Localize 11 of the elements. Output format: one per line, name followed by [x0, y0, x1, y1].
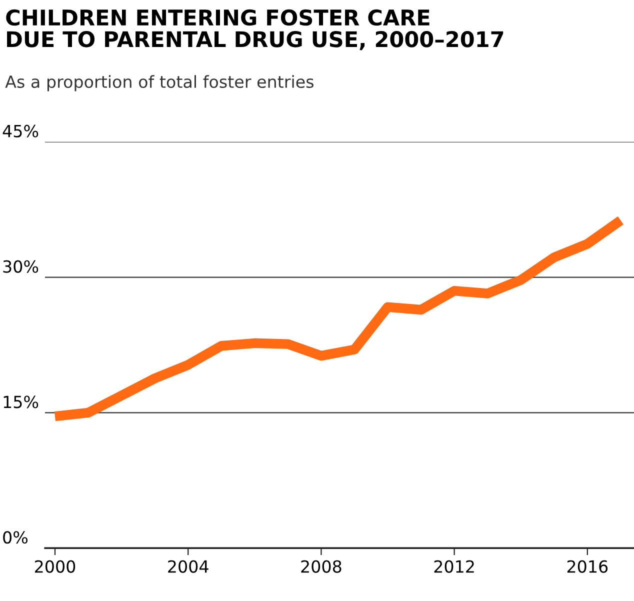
y-tick-label: 30%: [3, 260, 38, 273]
x-tick-label: 2000: [35, 560, 76, 573]
y-tick-label: 45%: [2, 124, 38, 138]
x-tick-label: 2008: [301, 560, 342, 573]
x-tick-label: 2012: [434, 560, 474, 573]
y-tick-label: 15%: [4, 396, 38, 408]
chart-subtitle: As a proportion of total foster entries: [5, 75, 314, 92]
x-tick-label: 2016: [567, 560, 608, 573]
y-tick-label: 0%: [3, 531, 28, 544]
x-tick-label: 2004: [168, 560, 208, 573]
chart-title: CHILDREN ENTERING FOSTER CARE DUE TO PARENTAL DRUG USE, 2000–2017: [6, 9, 504, 50]
